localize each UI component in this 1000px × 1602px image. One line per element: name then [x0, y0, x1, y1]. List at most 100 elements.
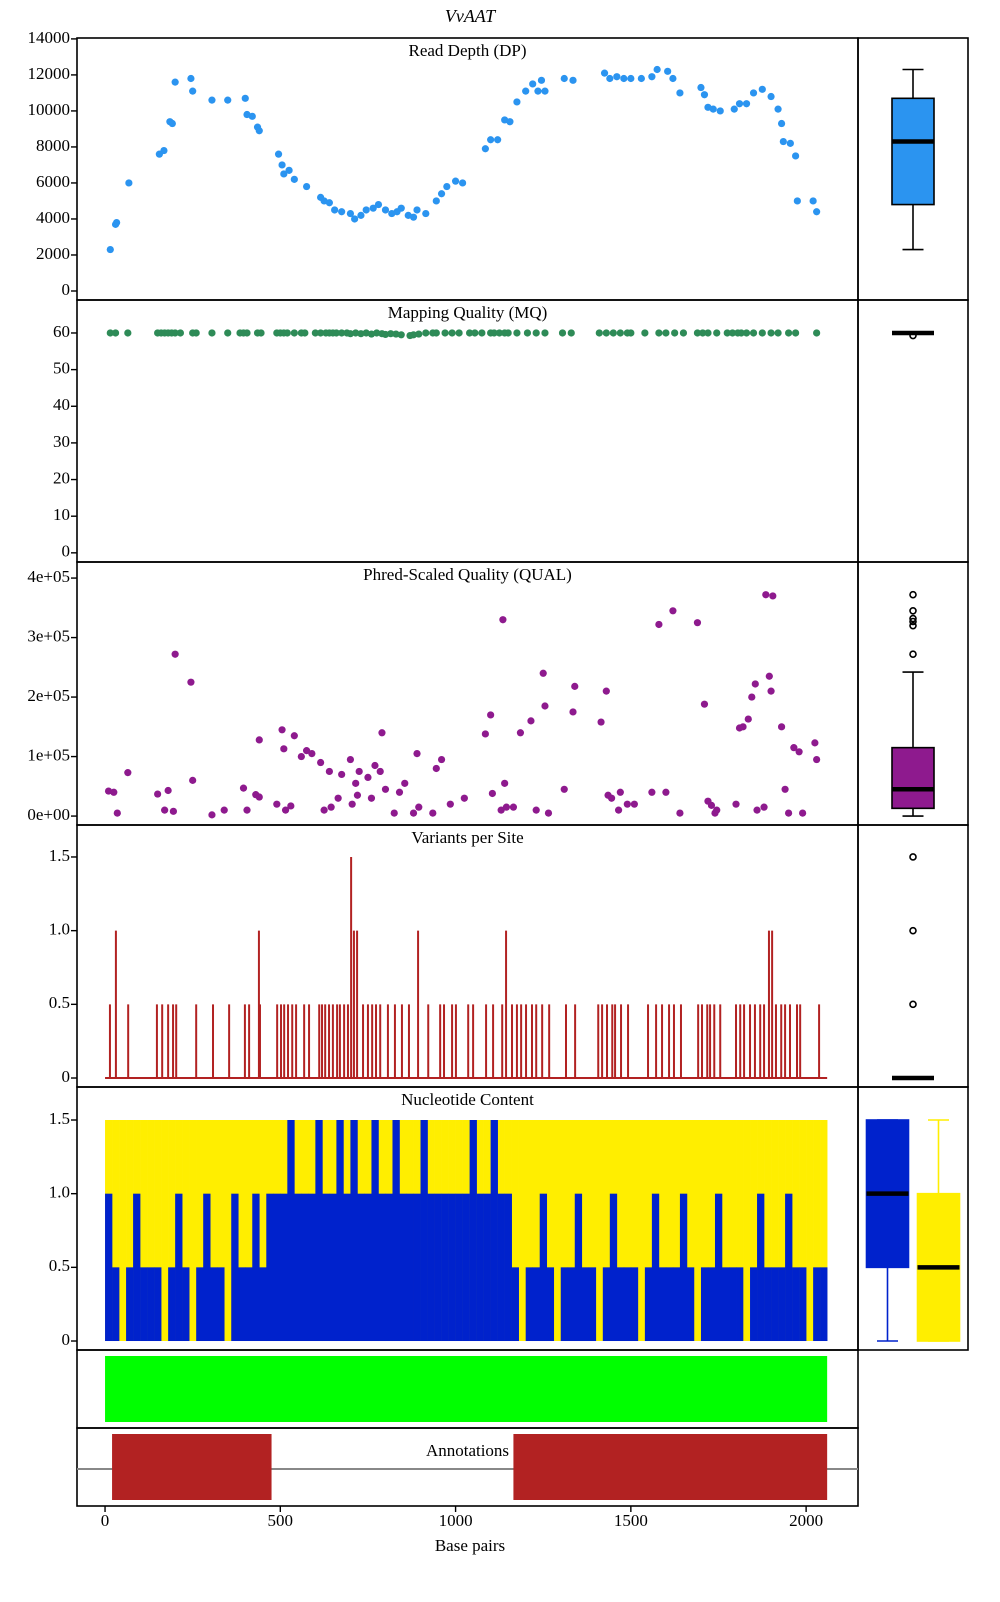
point — [758, 329, 766, 337]
bin-bar — [616, 1267, 625, 1342]
point — [397, 331, 405, 339]
point — [285, 166, 293, 174]
point — [742, 100, 751, 108]
point — [189, 87, 197, 95]
point — [544, 809, 553, 817]
point — [567, 329, 575, 337]
point — [779, 137, 787, 146]
point — [614, 806, 623, 814]
point — [224, 96, 232, 104]
point — [655, 620, 663, 629]
point — [522, 87, 530, 95]
bin-bar — [455, 1193, 463, 1342]
point — [488, 789, 496, 798]
y-tick-label: 30 — [53, 432, 70, 451]
bin-bar — [630, 1120, 639, 1342]
point — [106, 329, 114, 337]
point — [769, 592, 777, 600]
bin-bar — [259, 1120, 267, 1342]
bin-bar — [448, 1193, 456, 1342]
outlier — [909, 617, 917, 626]
point — [693, 329, 702, 337]
point — [606, 74, 614, 83]
point — [325, 199, 333, 207]
outlier — [909, 853, 917, 861]
bin-bar — [757, 1193, 765, 1342]
point — [777, 723, 786, 731]
point — [332, 329, 340, 337]
bin-bar — [707, 1120, 716, 1342]
bin-bar — [196, 1267, 204, 1342]
point — [164, 786, 172, 795]
bin-bar — [371, 1120, 379, 1342]
bin-bar — [637, 1120, 646, 1342]
point — [437, 755, 446, 764]
point — [641, 329, 649, 337]
bin-bar — [778, 1120, 786, 1342]
point — [413, 749, 421, 758]
point — [744, 715, 752, 723]
point — [381, 206, 390, 214]
outlier — [909, 331, 917, 340]
point — [494, 136, 502, 144]
point — [735, 100, 744, 108]
bin-bar — [336, 1120, 344, 1342]
y-tick-label: 0e+00 — [27, 805, 70, 824]
box — [891, 746, 935, 810]
bin-bar — [771, 1120, 779, 1342]
point — [160, 146, 168, 155]
point — [597, 718, 605, 726]
point — [490, 329, 498, 337]
bin-bar — [112, 1120, 120, 1342]
point — [471, 329, 479, 337]
point — [364, 773, 372, 781]
point — [169, 807, 177, 815]
bin-bar — [315, 1120, 323, 1342]
x-tick-label: 2000 — [789, 1511, 823, 1530]
point — [111, 329, 120, 337]
bin-bar — [750, 1267, 758, 1342]
point — [478, 329, 486, 337]
bin-bar — [434, 1193, 442, 1342]
point — [325, 767, 333, 776]
y-tick-label: 50 — [53, 359, 70, 378]
point — [458, 179, 467, 187]
bin-bar — [427, 1193, 435, 1342]
point — [353, 791, 362, 799]
point — [767, 92, 775, 101]
x-tick-label: 0 — [101, 1511, 110, 1530]
bin-bar — [273, 1193, 281, 1342]
bin-bar — [764, 1267, 772, 1342]
y-tick-label: 10 — [53, 505, 70, 524]
x-tick-label: 1500 — [614, 1511, 648, 1530]
bin-bar — [567, 1120, 576, 1342]
bin-bar — [329, 1193, 337, 1342]
bin-bar — [729, 1267, 737, 1342]
point — [532, 329, 540, 337]
bin-bar — [532, 1120, 541, 1342]
point — [664, 67, 672, 75]
bin-bar — [238, 1267, 246, 1342]
point — [732, 800, 740, 808]
point — [274, 150, 283, 158]
point — [699, 329, 707, 337]
point — [504, 329, 512, 337]
bin-bar — [112, 1267, 120, 1342]
point — [446, 800, 454, 808]
point — [723, 329, 731, 337]
point — [541, 87, 549, 95]
y-tick-label: 6000 — [36, 172, 70, 191]
point — [709, 105, 717, 113]
point — [749, 89, 758, 97]
y-tick-label: 2000 — [36, 244, 70, 263]
outlier — [909, 926, 917, 935]
point — [713, 329, 721, 337]
bin-bar — [721, 1267, 730, 1342]
point — [297, 752, 305, 761]
bin-bar — [679, 1193, 688, 1342]
panel-frame — [76, 1427, 859, 1507]
point — [224, 329, 232, 337]
bin-bar — [483, 1193, 491, 1342]
point — [387, 330, 395, 338]
point — [748, 693, 756, 701]
